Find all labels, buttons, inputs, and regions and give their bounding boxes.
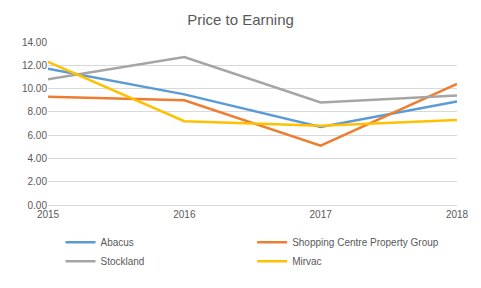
- svg-text:Shopping Centre Property Group: Shopping Centre Property Group: [292, 237, 439, 248]
- svg-text:Price to Earning: Price to Earning: [187, 11, 294, 28]
- svg-text:2018: 2018: [446, 209, 469, 220]
- svg-text:12.00: 12.00: [22, 60, 47, 71]
- svg-text:10.00: 10.00: [22, 83, 47, 94]
- svg-text:Stockland: Stockland: [101, 256, 145, 267]
- svg-text:8.00: 8.00: [28, 106, 48, 117]
- svg-text:Abacus: Abacus: [101, 237, 134, 248]
- svg-text:14.00: 14.00: [22, 37, 47, 48]
- svg-text:6.00: 6.00: [28, 130, 48, 141]
- svg-text:2016: 2016: [173, 209, 196, 220]
- svg-text:Mirvac: Mirvac: [292, 256, 321, 267]
- svg-text:2017: 2017: [310, 209, 333, 220]
- svg-text:0.00: 0.00: [28, 200, 48, 211]
- svg-text:2.00: 2.00: [28, 176, 48, 187]
- svg-text:2015: 2015: [37, 209, 60, 220]
- svg-text:4.00: 4.00: [28, 153, 48, 164]
